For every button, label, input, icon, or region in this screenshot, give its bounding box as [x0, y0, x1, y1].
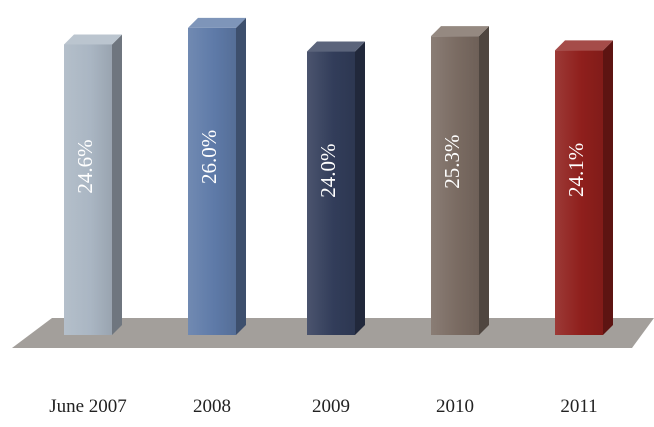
bar-1: [64, 34, 122, 336]
bar-top: [64, 34, 122, 45]
bar-front: [64, 44, 112, 336]
category-label: June 2007: [49, 396, 127, 417]
bar-2: [188, 17, 246, 335]
category-label: 2010: [436, 396, 474, 417]
category-label: 2008: [193, 396, 231, 417]
bar-front: [307, 51, 355, 336]
bar-top: [307, 41, 365, 52]
bar-side: [479, 26, 489, 335]
bar-top: [555, 40, 613, 51]
category-label: 2011: [560, 396, 597, 417]
bar-front: [555, 50, 603, 335]
bar-top: [188, 17, 246, 28]
bar-value-label: 26.0%: [197, 130, 221, 184]
bar-side: [603, 40, 613, 335]
bar-side: [355, 41, 365, 336]
bar-side: [236, 17, 246, 335]
bar-top: [431, 26, 489, 37]
bar-value-label: 24.6%: [73, 139, 97, 193]
bar-front: [188, 27, 236, 335]
bar-4: [431, 26, 489, 335]
bar-5: [555, 40, 613, 335]
bar-value-label: 24.1%: [564, 143, 588, 197]
bar-side: [112, 34, 122, 336]
bar-front: [431, 36, 479, 335]
bar-value-label: 24.0%: [316, 143, 340, 197]
category-label: 2009: [312, 396, 350, 417]
bar-value-label: 25.3%: [440, 135, 464, 189]
bar-3: [307, 41, 365, 336]
